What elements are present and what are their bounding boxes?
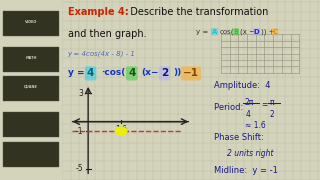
Text: B: B bbox=[233, 29, 238, 35]
FancyBboxPatch shape bbox=[3, 112, 59, 137]
Text: )): )) bbox=[173, 68, 181, 77]
Text: A: A bbox=[212, 29, 217, 35]
Text: y =: y = bbox=[196, 29, 211, 35]
Text: )) +: )) + bbox=[261, 29, 274, 35]
FancyBboxPatch shape bbox=[3, 76, 59, 101]
Text: C: C bbox=[272, 29, 277, 35]
Text: ·cos(: ·cos( bbox=[101, 68, 125, 77]
Text: Describe the transformation: Describe the transformation bbox=[124, 7, 268, 17]
Text: cos(: cos( bbox=[220, 29, 234, 35]
Circle shape bbox=[116, 127, 127, 135]
Text: Phase Shift:: Phase Shift: bbox=[214, 133, 264, 142]
Text: y =: y = bbox=[68, 68, 87, 77]
Text: Example 4:: Example 4: bbox=[68, 7, 128, 17]
Text: 2 units right: 2 units right bbox=[227, 149, 274, 158]
Text: ≈ 1.6: ≈ 1.6 bbox=[245, 121, 266, 130]
FancyBboxPatch shape bbox=[3, 11, 59, 36]
Text: 2π: 2π bbox=[244, 98, 253, 107]
Text: D: D bbox=[253, 29, 259, 35]
Text: π: π bbox=[270, 98, 274, 107]
Text: QUANE: QUANE bbox=[24, 84, 38, 88]
Text: 4: 4 bbox=[128, 68, 135, 78]
Text: -1: -1 bbox=[76, 127, 83, 136]
Text: 4: 4 bbox=[87, 68, 94, 78]
FancyBboxPatch shape bbox=[3, 142, 59, 167]
Text: Midline:  y = -1: Midline: y = -1 bbox=[214, 166, 278, 175]
Text: (x−: (x− bbox=[141, 68, 159, 77]
FancyBboxPatch shape bbox=[3, 47, 59, 72]
Text: 2: 2 bbox=[270, 110, 275, 119]
Text: 3: 3 bbox=[78, 89, 83, 98]
Text: −1: −1 bbox=[183, 68, 199, 78]
Text: 1.6: 1.6 bbox=[115, 125, 127, 134]
Text: Amplitude:  4: Amplitude: 4 bbox=[214, 81, 271, 90]
Text: 4: 4 bbox=[245, 110, 250, 119]
Text: Period:: Period: bbox=[214, 103, 249, 112]
Text: =: = bbox=[261, 100, 267, 109]
Text: MATH: MATH bbox=[26, 56, 37, 60]
Text: VIDEO: VIDEO bbox=[25, 20, 37, 24]
Text: and then graph.: and then graph. bbox=[68, 29, 146, 39]
Text: (x −: (x − bbox=[240, 29, 255, 35]
Text: y = 4cos(4x - 8) - 1: y = 4cos(4x - 8) - 1 bbox=[68, 50, 135, 57]
Text: 2: 2 bbox=[161, 68, 168, 78]
Text: -5: -5 bbox=[76, 164, 83, 173]
